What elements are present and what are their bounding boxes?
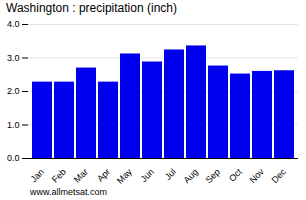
svg-text:1.0: 1.0 <box>7 120 20 130</box>
svg-text:Aug: Aug <box>182 167 200 185</box>
svg-text:Feb: Feb <box>50 167 68 185</box>
svg-text:4.0: 4.0 <box>7 19 20 29</box>
svg-text:Nov: Nov <box>248 166 267 185</box>
svg-text:0.0: 0.0 <box>7 153 20 163</box>
svg-text:Apr: Apr <box>95 167 112 184</box>
svg-text:Jul: Jul <box>163 167 178 182</box>
svg-text:Jan: Jan <box>29 167 46 184</box>
svg-text:3.0: 3.0 <box>7 53 20 63</box>
html-text:Washington : precipitation (in: Washington : precipitation (inch) <box>6 1 177 15</box>
svg-text:2.0: 2.0 <box>7 86 20 96</box>
svg-text:Mar: Mar <box>72 167 90 185</box>
svg-text:Jun: Jun <box>139 167 156 184</box>
svg-text:Dec: Dec <box>270 166 289 185</box>
svg-text:Oct: Oct <box>227 166 244 183</box>
html-text:www.allmetsat.com: www.allmetsat.com <box>30 187 107 197</box>
svg-text:Sep: Sep <box>204 167 222 185</box>
svg-text:May: May <box>115 166 134 185</box>
